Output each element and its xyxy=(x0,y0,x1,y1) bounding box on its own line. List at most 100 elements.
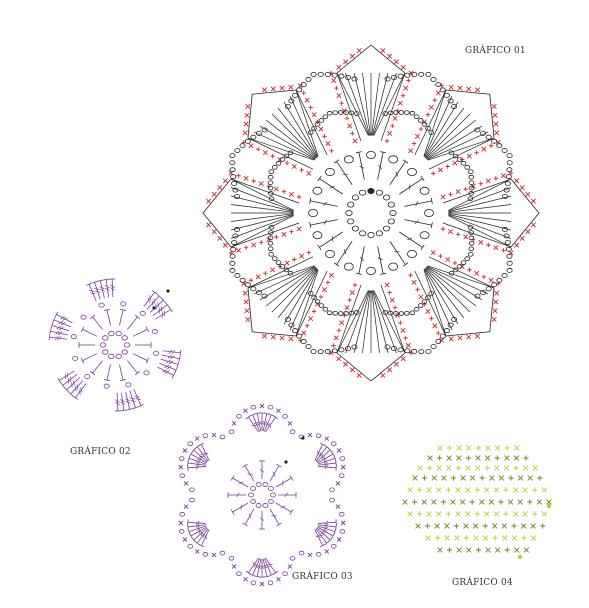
petal-treble-stitch xyxy=(277,107,317,158)
single-crochet-symbol xyxy=(292,257,297,262)
chain-stitch-symbol xyxy=(121,349,128,355)
single-crochet-symbol xyxy=(340,464,346,470)
chain-stitch-symbol xyxy=(311,126,317,131)
chain-stitch-symbol xyxy=(282,571,288,577)
stitch-crossbar xyxy=(168,360,174,365)
stitch-crossbar xyxy=(149,295,152,301)
chain-stitch-symbol xyxy=(382,194,391,201)
stitch-top-bar xyxy=(242,522,248,527)
single-crochet-symbol xyxy=(403,335,408,341)
chain-stitch-symbol xyxy=(228,555,235,561)
single-crochet-symbol xyxy=(301,90,306,96)
petal-treble-stitch xyxy=(448,178,512,211)
chain-stitch-symbol xyxy=(452,267,459,273)
chain-stitch-symbol xyxy=(232,233,239,239)
single-crochet-symbol xyxy=(306,250,311,255)
chain-stitch-symbol xyxy=(366,150,376,159)
chain-stitch-symbol xyxy=(367,188,375,194)
single-crochet-symbol xyxy=(465,465,471,471)
treble-stitch-symbol xyxy=(190,453,207,464)
stitch-top-bar xyxy=(120,409,127,412)
chain-stitch-symbol xyxy=(468,174,475,180)
stitch-top-bar xyxy=(52,316,56,323)
single-crochet-symbol xyxy=(474,511,480,517)
single-crochet-symbol xyxy=(245,316,251,323)
chain-stitch-symbol xyxy=(228,429,235,435)
single-crochet-symbol xyxy=(463,234,469,240)
chain-stitch-symbol xyxy=(289,555,296,561)
treble-stitch-symbol xyxy=(160,358,179,365)
single-crochet-symbol xyxy=(444,523,450,529)
treble-stitch-symbol xyxy=(82,353,98,361)
stitch-top-bar xyxy=(289,475,294,481)
chain-stitch-symbol xyxy=(448,150,455,156)
treble-stitch-symbol xyxy=(190,526,207,537)
treble-stitch-symbol xyxy=(152,304,168,316)
chain-stitch-symbol xyxy=(413,114,420,120)
chain-stitch-symbol xyxy=(407,250,417,259)
single-crochet-symbol xyxy=(494,290,500,296)
treble-stitch-symbol xyxy=(111,279,114,298)
chain-stitch-symbol xyxy=(387,201,395,208)
single-crochet-symbol xyxy=(425,112,431,117)
petal-treble-stitch xyxy=(426,267,477,307)
single-crochet-symbol xyxy=(474,487,480,493)
single-crochet-symbol xyxy=(255,147,261,152)
stitch-top-bar xyxy=(89,314,96,320)
petal-treble-stitch xyxy=(265,267,316,307)
single-crochet-symbol xyxy=(474,465,481,471)
single-crochet-symbol xyxy=(445,164,450,169)
treble-stitch-symbol xyxy=(120,392,125,411)
chain-stitch-symbol xyxy=(318,303,325,308)
chain-stitch-symbol xyxy=(244,282,251,288)
chain-stitch-symbol xyxy=(80,314,87,320)
single-crochet-symbol xyxy=(454,535,460,541)
chain-stitch-symbol xyxy=(229,153,236,159)
single-crochet-symbol xyxy=(504,445,510,451)
stitch-top-bar xyxy=(151,290,158,295)
stitch-crossbar xyxy=(236,492,240,498)
single-crochet-symbol xyxy=(429,316,434,321)
single-crochet-symbol xyxy=(512,487,519,493)
stitch-crossbar xyxy=(195,462,200,467)
chain-stitch-symbol xyxy=(421,299,428,304)
petal-tip-lines xyxy=(247,89,297,139)
chain-stitch-symbol xyxy=(234,193,241,199)
single-crochet-symbol xyxy=(491,316,497,323)
single-crochet-symbol xyxy=(504,547,510,553)
single-crochet-symbol xyxy=(514,178,520,184)
treble-stitch-symbol xyxy=(389,161,406,185)
chain-stitch-symbol xyxy=(506,153,513,159)
single-crochet-symbol xyxy=(318,294,324,300)
chain-stitch-symbol xyxy=(468,246,475,252)
stitch-crossbar xyxy=(60,316,66,320)
treble-stitch-symbol xyxy=(82,329,98,337)
chain-stitch-symbol xyxy=(403,310,410,316)
treble-stitch-symbol xyxy=(404,219,432,226)
stitch-crossbar xyxy=(324,458,327,465)
chain-stitch-symbol xyxy=(425,71,432,77)
petal-treble-stitch xyxy=(289,95,319,157)
chain-stitch-symbol xyxy=(338,473,345,478)
chain-stitch-symbol xyxy=(187,543,194,549)
stitch-crossbar xyxy=(257,564,262,569)
chain-stitch-symbol xyxy=(443,92,450,98)
chain-stitch-symbol xyxy=(501,193,508,199)
single-crochet-symbol xyxy=(481,274,487,279)
stitch-crossbar xyxy=(135,398,141,400)
chain-stitch-symbol xyxy=(108,330,115,337)
chain-stitch-symbol xyxy=(315,433,322,438)
chain-stitch-symbol xyxy=(417,118,424,123)
chain-stitch-symbol xyxy=(411,348,418,354)
chart-01-title: GRÁFICO 01 xyxy=(465,46,526,56)
single-crochet-symbol xyxy=(440,226,446,232)
chain-stitch-symbol xyxy=(460,161,467,166)
single-crochet-symbol xyxy=(324,549,330,554)
single-crochet-symbol xyxy=(406,78,411,83)
petal-treble-stitch xyxy=(247,137,315,161)
single-crochet-symbol xyxy=(296,226,302,232)
single-crochet-symbol xyxy=(279,335,285,341)
single-crochet-symbol xyxy=(425,535,431,541)
petal-treble-stitch xyxy=(283,268,318,325)
single-crochet-symbol xyxy=(402,499,408,505)
